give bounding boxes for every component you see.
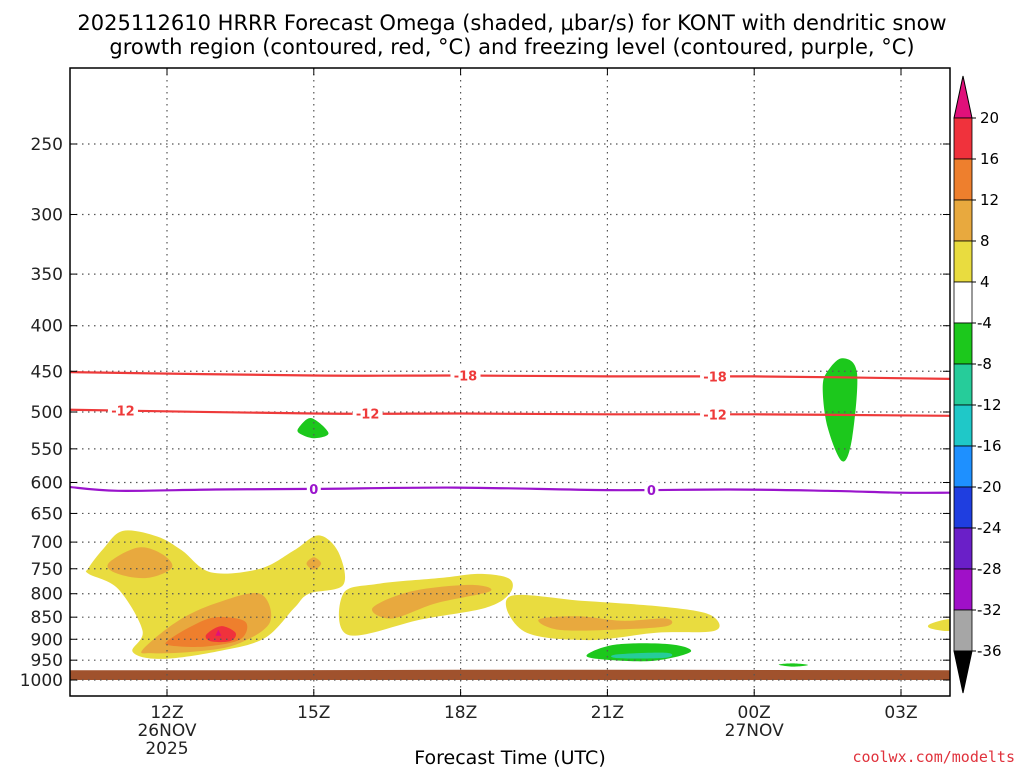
temperature-contours: -18 -18 -12 -12 -12 0 0 [70,367,950,499]
ytick-label: 300 [31,205,63,225]
colorbar: 20 16 12 8 4 -4 -8 -12 -16 -20 -24 -28 -32 -36 [953,75,1002,694]
colorbar-label: 16 [980,150,999,168]
colorbar-above-triangle [953,75,973,119]
omega-region-14 [611,652,673,659]
chart-title-line-2: growth region (contoured, red, °C) and f… [109,35,914,59]
colorbar-bin [953,322,973,365]
xtick-date: 26NOV [137,721,196,741]
terrain-fill [70,669,950,680]
ytick-label: 900 [31,630,63,650]
xtick-label: 12Z [150,703,183,723]
colorbar-label: -20 [977,478,1002,496]
colorbar-label: -12 [977,396,1002,414]
colorbar-bin [953,199,973,242]
omega-region-9 [538,616,673,631]
contour-label-bg [352,405,383,422]
contour-line-2 [70,485,950,494]
omega-max-marker [215,629,222,636]
xtick-label: 15Z [297,703,330,723]
plot-frame [69,67,951,697]
ytick-label: 550 [31,440,63,460]
ytick-label: 650 [31,504,63,524]
ytick-label: 700 [31,533,63,553]
xtick-label: 00Z [738,703,771,723]
colorbar-bin [953,568,973,611]
contour-label-bg [700,368,731,385]
colorbar-bin [953,445,973,488]
ytick-label: 450 [31,362,63,382]
colorbar-bin [953,486,973,529]
xtick-date: 27NOV [725,721,784,741]
contour-label-bg [450,367,481,384]
ytick-label: 800 [31,585,63,605]
omega-region-4 [205,626,237,643]
ytick-label: 950 [31,651,63,671]
contour-label: -12 [703,408,727,423]
ytick-label: 500 [31,403,63,423]
chart-title-line-1: 2025112610 HRRR Forecast Omega (shaded, … [77,11,946,35]
contour-line-0 [70,371,950,380]
ytick-label: 350 [31,265,63,285]
contour-label-bg [700,406,731,423]
omega-region-7 [371,584,492,619]
colorbar-bin [953,281,973,324]
omega-region-11 [297,418,329,439]
colorbar-label: 4 [980,273,990,291]
colorbar-label: -32 [977,601,1002,619]
ytick-label: 850 [31,608,63,628]
contour-label: -18 [703,370,727,385]
contour-label-bg [306,480,321,497]
omega-region-12 [822,358,858,462]
ytick-label: 600 [31,473,63,493]
colorbar-label: -24 [977,519,1002,537]
colorbar-bin [953,527,973,570]
colorbar-label: -28 [977,560,1002,578]
colorbar-label: -36 [977,642,1002,660]
omega-region-13 [586,643,692,662]
colorbar-bin [953,240,973,283]
colorbar-label: 8 [980,232,990,250]
colorbar-bin [953,609,973,652]
gridlines [70,68,950,696]
xtick-label: 18Z [444,703,477,723]
contour-label: -18 [454,370,478,385]
contour-label: -12 [111,405,135,420]
colorbar-bin [953,117,973,160]
xtick-year: 2025 [145,739,188,759]
omega-shaded-regions [70,358,950,680]
xtick-label: 21Z [591,703,624,723]
colorbar-bin [953,363,973,406]
colorbar-bin [953,158,973,201]
colorbar-bin [953,404,973,447]
colorbar-label: -4 [977,314,992,332]
colorbar-label: -8 [977,355,992,373]
colorbar-label: -16 [977,437,1002,455]
contour-label-bg [644,481,659,498]
omega-region-10 [927,619,950,632]
colorbar-label: 20 [980,109,999,127]
contour-label: -12 [356,408,380,423]
colorbar-below-triangle [953,650,973,694]
colorbar-label: 12 [980,191,999,209]
ytick-label: 1000 [20,671,63,691]
xtick-label: 03Z [884,703,917,723]
credit-text: coolwx.com/modelts [852,748,1015,766]
omega-region-15 [778,663,808,667]
pressure-axis: 2503003504004505005506006507007508008509… [20,135,950,691]
omega-region-1 [107,547,173,579]
ytick-label: 400 [31,317,63,337]
contour-label-bg [107,402,138,419]
ytick-label: 750 [31,560,63,580]
contour-line-1 [70,408,950,417]
omega-region-5 [306,557,322,570]
omega-region-8 [505,594,720,641]
x-axis-label: Forecast Time (UTC) [414,747,605,768]
contour-label: 0 [647,484,656,499]
ytick-label: 250 [31,135,63,155]
contour-label: 0 [309,483,318,498]
